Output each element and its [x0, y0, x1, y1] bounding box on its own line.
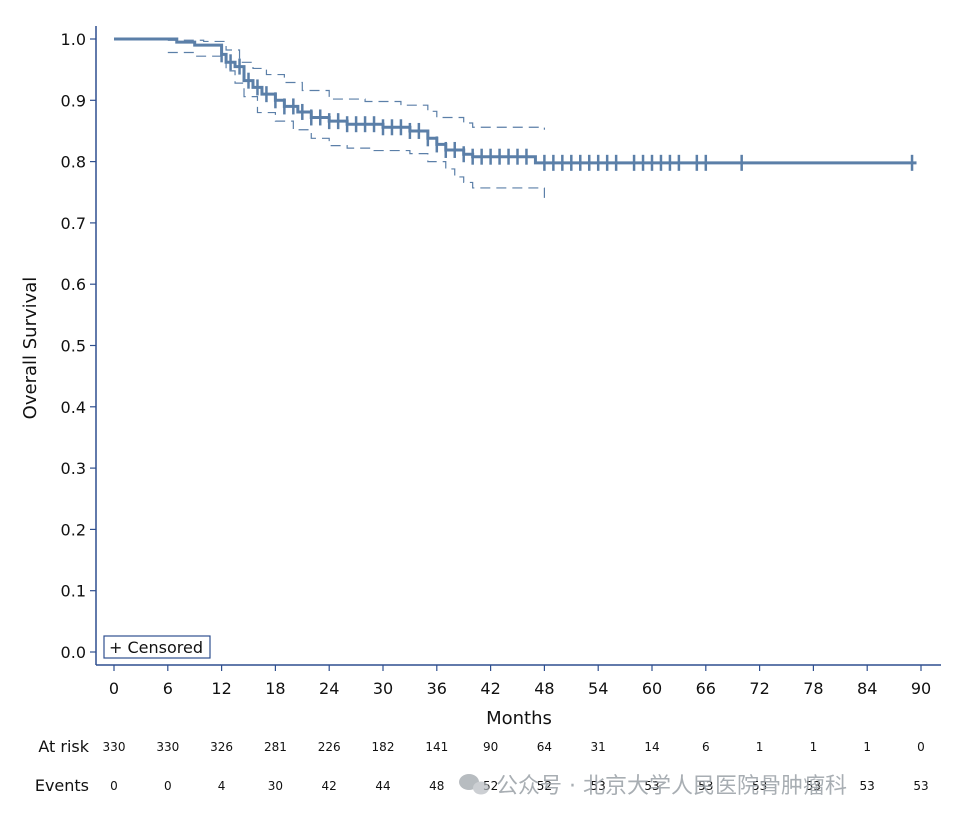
- at-risk-value: 64: [537, 740, 552, 754]
- x-axis-title: Months: [486, 708, 552, 729]
- x-tick-label: 24: [319, 679, 339, 698]
- y-tick-label: 0.5: [61, 337, 86, 356]
- y-tick-label: 0.3: [61, 459, 86, 478]
- x-tick-label: 6: [163, 679, 173, 698]
- y-tick-label: 0.0: [61, 643, 86, 662]
- at-risk-value: 90: [483, 740, 498, 754]
- survival-curve: [114, 37, 917, 165]
- x-tick-label: 60: [642, 679, 662, 698]
- events-label: Events: [35, 776, 89, 795]
- legend-label: + Censored: [109, 638, 203, 657]
- events-value: 53: [591, 779, 606, 793]
- at-risk-value: 1: [810, 740, 818, 754]
- survival-line: [114, 37, 917, 165]
- x-tick-label: 90: [911, 679, 931, 698]
- y-tick-label: 0.1: [61, 582, 86, 601]
- events-value: 53: [752, 779, 767, 793]
- confidence-bands: [167, 39, 545, 200]
- at-risk-value: 31: [591, 740, 606, 754]
- events-value: 48: [429, 779, 444, 793]
- watermark: 公众号 · 北京大学人民医院骨肿瘤科: [459, 774, 847, 799]
- y-tick-label: 0.7: [61, 214, 86, 233]
- x-tick-label: 72: [749, 679, 769, 698]
- censor-marks: [220, 46, 914, 171]
- x-tick-label: 36: [427, 679, 447, 698]
- risk-table: 3300330032642813022642182441414890526452…: [103, 740, 929, 793]
- upper-ci-line: [167, 39, 545, 130]
- events-value: 44: [375, 779, 390, 793]
- at-risk-value: 6: [702, 740, 710, 754]
- at-risk-value: 0: [917, 740, 925, 754]
- events-value: 30: [268, 779, 283, 793]
- y-tick-label: 0.8: [61, 153, 86, 172]
- x-tick-label: 78: [803, 679, 823, 698]
- at-risk-value: 1: [756, 740, 764, 754]
- y-tick-label: 0.9: [61, 91, 86, 110]
- x-tick-label: 84: [857, 679, 877, 698]
- legend: + Censored: [103, 635, 211, 659]
- events-value: 0: [110, 779, 118, 793]
- axes: 0.0 0.1 0.2 0.3 0.4 0.5 0.6 0.7 0.8 0.9 1.0 0 6 12 18 2…: [61, 26, 941, 698]
- wechat-icon: [459, 774, 489, 795]
- x-tick-label: 30: [373, 679, 393, 698]
- events-value: 53: [644, 779, 659, 793]
- lower-ci-line: [167, 51, 545, 200]
- at-risk-value: 14: [644, 740, 659, 754]
- watermark-text: 公众号 · 北京大学人民医院骨肿瘤科: [496, 774, 847, 799]
- x-tick-label: 0: [109, 679, 119, 698]
- y-tick-label: 0.2: [61, 520, 86, 539]
- at-risk-value: 326: [210, 740, 233, 754]
- at-risk-value: 182: [372, 740, 395, 754]
- at-risk-value: 1: [863, 740, 871, 754]
- events-value: 0: [164, 779, 172, 793]
- x-tick-label: 54: [588, 679, 608, 698]
- x-tick-label: 48: [534, 679, 554, 698]
- events-value: 52: [537, 779, 552, 793]
- events-value: 53: [806, 779, 821, 793]
- events-value: 4: [218, 779, 226, 793]
- x-tick-label: 66: [696, 679, 716, 698]
- at-risk-value: 281: [264, 740, 287, 754]
- events-value: 42: [322, 779, 337, 793]
- x-tick-label: 42: [480, 679, 500, 698]
- legend-box: [103, 635, 211, 659]
- at-risk-value: 141: [425, 740, 448, 754]
- y-tick-label: 0.6: [61, 275, 86, 294]
- at-risk-value: 330: [103, 740, 126, 754]
- x-tick-label: 12: [211, 679, 231, 698]
- events-value: 53: [913, 779, 928, 793]
- x-tick-label: 18: [265, 679, 285, 698]
- events-value: 53: [698, 779, 713, 793]
- y-axis-title: Overall Survival: [20, 277, 41, 420]
- events-value: 53: [860, 779, 875, 793]
- at-risk-value: 330: [156, 740, 179, 754]
- at-risk-label: At risk: [38, 737, 89, 756]
- y-tick-label: 0.4: [61, 398, 86, 417]
- at-risk-value: 226: [318, 740, 341, 754]
- y-tick-label: 1.0: [61, 30, 86, 49]
